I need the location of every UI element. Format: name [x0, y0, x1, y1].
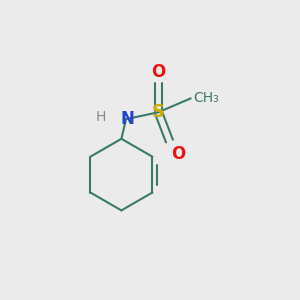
Text: O: O [151, 63, 166, 81]
Text: O: O [171, 145, 185, 163]
Text: N: N [120, 110, 134, 128]
Text: H: H [95, 110, 106, 124]
Text: S: S [152, 103, 165, 121]
Text: CH₃: CH₃ [193, 92, 219, 105]
